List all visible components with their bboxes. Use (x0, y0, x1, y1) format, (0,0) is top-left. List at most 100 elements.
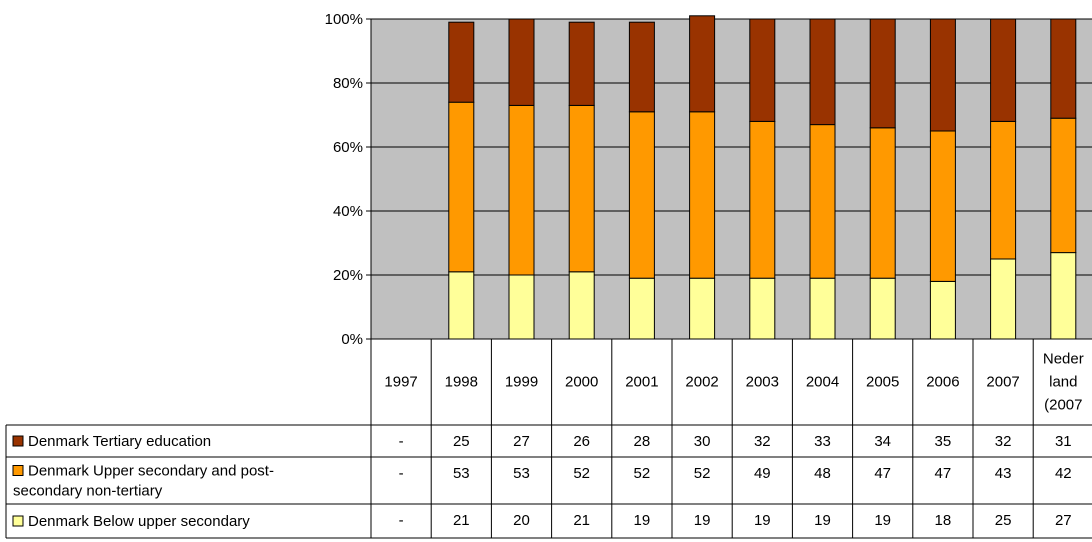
bar-segment (1050, 252, 1077, 340)
bar-segment (1050, 117, 1077, 254)
table-cell: 19 (754, 512, 771, 529)
bar-segment (990, 120, 1017, 260)
category-label: 2004 (806, 374, 839, 391)
table-cell: 47 (874, 465, 891, 482)
table-cell: 28 (634, 433, 651, 450)
y-axis: 0% 20% 40% 60% 80% 100% (325, 11, 372, 348)
table-cell: 42 (1055, 465, 1072, 482)
plot-area (371, 18, 1092, 340)
table-cell: 53 (513, 465, 530, 482)
table-cell: 32 (995, 433, 1012, 450)
legend-key (12, 435, 24, 447)
table-row: Denmark Below upper secondary - 21 20 21 19 19… (12, 512, 1072, 530)
table-cell: 31 (1055, 433, 1072, 450)
legend-key (12, 515, 24, 527)
bar-segment (869, 18, 896, 129)
bar-segment (568, 271, 595, 340)
bar-segment (508, 18, 535, 106)
table-cell: 19 (634, 512, 651, 529)
category-label: 1998 (445, 374, 478, 391)
table-cell: 33 (814, 433, 831, 450)
bar-segment (568, 21, 595, 106)
category-label: 2006 (926, 374, 959, 391)
bar-segment (568, 104, 595, 273)
table-cell: 18 (935, 512, 952, 529)
category-label: 2000 (565, 374, 598, 391)
table-cell: - (399, 465, 404, 482)
table-cell: 20 (513, 512, 530, 529)
series-name: Denmark Tertiary education (28, 433, 211, 450)
table-cell: 21 (453, 512, 470, 529)
bar-segment (448, 271, 475, 340)
table-cell: 52 (573, 465, 590, 482)
y-tick-label: 80% (333, 75, 363, 92)
table-cell: - (399, 512, 404, 529)
table-cell: 35 (935, 433, 952, 450)
table-cell: 52 (634, 465, 651, 482)
bar-segment (508, 274, 535, 340)
bar-segment (929, 130, 956, 282)
category-label: 2002 (685, 374, 718, 391)
bar-segment (749, 120, 776, 279)
category-label: Neder land (2007 (1043, 351, 1084, 414)
table-row: Denmark Upper secondary and post-seconda… (12, 463, 1072, 500)
category-label: 2007 (986, 374, 1019, 391)
bar-segment (689, 15, 716, 113)
category-label: 2003 (746, 374, 779, 391)
bar-segment (448, 101, 475, 273)
table-cell: 47 (935, 465, 952, 482)
table-cell: 32 (754, 433, 771, 450)
table-cell: 19 (874, 512, 891, 529)
bar-segment (869, 277, 896, 340)
bar-segment (749, 277, 776, 340)
bar-segment (628, 277, 655, 340)
y-tick-label: 20% (333, 267, 363, 284)
table-cell: 52 (694, 465, 711, 482)
bar-segment (628, 21, 655, 113)
bar-segment (749, 18, 776, 122)
table-cell: 19 (694, 512, 711, 529)
table-cell: 21 (573, 512, 590, 529)
y-tick-label: 40% (333, 203, 363, 220)
category-label: 1999 (505, 374, 538, 391)
bar-segment (990, 18, 1017, 122)
data-table: 1997 1998 1999 2000 2001 2002 2003 2004 2005 2006… (5, 339, 1092, 539)
bar-segment (990, 258, 1017, 340)
category-label: 2001 (625, 374, 658, 391)
table-cell: 27 (1055, 512, 1072, 529)
bar-segment (1050, 18, 1077, 119)
bar-segment (448, 21, 475, 103)
table-cell: 25 (453, 433, 470, 450)
bar-segment (929, 18, 956, 132)
y-tick-label: 100% (325, 11, 363, 28)
legend-key (12, 465, 24, 476)
bar-segment (809, 18, 836, 126)
series-name: Denmark Upper secondary and post-seconda… (13, 463, 274, 500)
table-cell: 34 (874, 433, 891, 450)
bar-segment (809, 277, 836, 340)
bar-segment (508, 104, 535, 276)
bars (448, 15, 1077, 340)
bar-segment (689, 277, 716, 340)
table-cell: 53 (453, 465, 470, 482)
table-row: Denmark Tertiary education - 25 27 26 28 30 32 3… (12, 433, 1072, 450)
plot-background (371, 19, 1092, 339)
category-label: 1997 (384, 374, 417, 391)
table-cell: 27 (513, 433, 530, 450)
table-cell: 19 (814, 512, 831, 529)
y-tick-label: 0% (341, 331, 363, 348)
bar-segment (929, 280, 956, 340)
bar-segment (869, 127, 896, 279)
table-cell: 30 (694, 433, 711, 450)
y-tick-label: 60% (333, 139, 363, 156)
table-cell: 26 (573, 433, 590, 450)
table-cell: 49 (754, 465, 771, 482)
series-name: Denmark Below upper secondary (28, 513, 250, 530)
bar-segment (628, 111, 655, 279)
table-cell: 43 (995, 465, 1012, 482)
bar-segment (809, 124, 836, 279)
category-label: 2005 (866, 374, 899, 391)
table-cell: 48 (814, 465, 831, 482)
table-cell: 25 (995, 512, 1012, 529)
